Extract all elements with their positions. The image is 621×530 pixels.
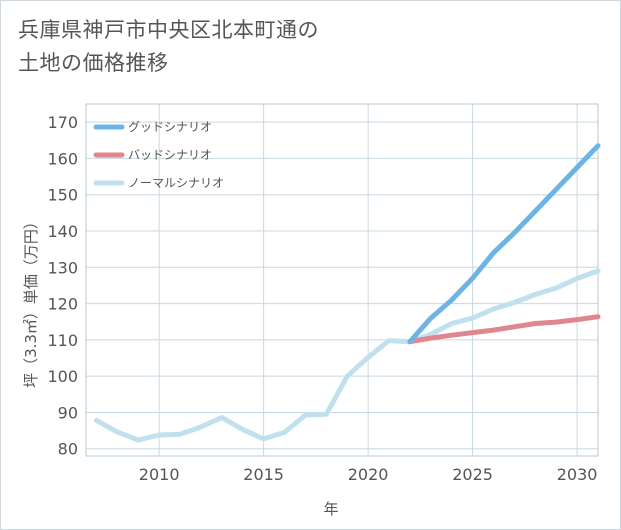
y-tick-label: 100 bbox=[47, 367, 78, 386]
legend-label: バッドシナリオ bbox=[128, 148, 212, 162]
chart-title: 兵庫県神戸市中央区北本町通の 土地の価格推移 bbox=[18, 14, 319, 80]
axes: 80 90 100 110 120 130 140 150 160 170 2010 2015 2020… bbox=[47, 103, 599, 484]
plot-border bbox=[85, 103, 599, 457]
series-layer bbox=[93, 143, 601, 443]
x-tick-label: 2020 bbox=[348, 465, 389, 484]
series-line-2 bbox=[407, 314, 601, 345]
y-tick-label: 80 bbox=[58, 440, 78, 459]
y-tick-label: 150 bbox=[47, 186, 78, 205]
x-tick-label: 2015 bbox=[243, 465, 284, 484]
legend-label: ノーマルシナリオ bbox=[128, 176, 224, 190]
y-axis-label: 坪（3.3㎡）単価（万円） bbox=[22, 214, 40, 388]
plot-area bbox=[86, 104, 598, 456]
x-tick-label: 2030 bbox=[557, 465, 598, 484]
x-tick-label: 2025 bbox=[452, 465, 493, 484]
y-tick-label: 140 bbox=[47, 222, 78, 241]
y-tick-label: 130 bbox=[47, 258, 78, 277]
y-tick-label: 170 bbox=[47, 113, 78, 132]
y-tick-label: 90 bbox=[58, 403, 78, 422]
legend-label: グッドシナリオ bbox=[128, 120, 212, 134]
y-tick-label: 120 bbox=[47, 295, 78, 314]
chart-title-line1: 兵庫県神戸市中央区北本町通の bbox=[18, 18, 319, 42]
series-line-1 bbox=[407, 143, 601, 345]
series-line-3 bbox=[93, 268, 601, 443]
y-tick-label: 160 bbox=[47, 149, 78, 168]
y-tick-label: 110 bbox=[47, 331, 78, 350]
x-tick-label: 2010 bbox=[139, 465, 180, 484]
chart-title-line2: 土地の価格推移 bbox=[18, 51, 169, 75]
x-axis-label: 年 bbox=[323, 500, 338, 518]
